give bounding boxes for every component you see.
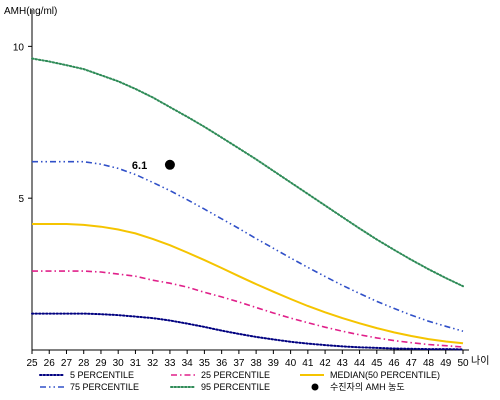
x-tick-label: 25 [26,358,38,369]
x-tick-label: 42 [320,358,332,369]
x-tick-label: 28 [78,358,90,369]
x-tick-label: 32 [147,358,159,369]
legend-item-4: 75 PERCENTILE [40,382,139,392]
x-tick-label: 49 [440,358,452,369]
axes: AMH(ng/ml) 나이 5 10 25 26 27 28 29 30 31 32 33 34 35 36 3… [4,6,489,369]
patient-amh-point [164,159,175,170]
series-line-75-percentile [32,160,464,332]
legend-label: 75 PERCENTILE [70,382,139,392]
legend-label: 25 PERCENTILE [201,370,270,380]
legend-item-2: 25 PERCENTILE [171,370,270,380]
series-line-5-percentile [31,312,464,351]
legend-item-5: 95 PERCENTILE [170,382,270,392]
x-tick-label: 44 [354,358,366,369]
y-tick-label: 5 [18,194,24,205]
points-layer: 6.1 [132,159,175,172]
series-line-95-percentile [31,57,464,288]
y-axis-title: AMH(ng/ml) [4,6,57,17]
x-tick-label: 29 [95,358,107,369]
x-tick-label: 36 [216,358,228,369]
x-tick-label: 34 [182,358,194,369]
legend-label: 수진자의 AMH 농도 [330,382,405,392]
x-axis-title: 나이 [471,355,489,367]
x-tick-label: 39 [268,358,280,369]
patient-amh-value-label: 6.1 [132,160,147,172]
legend-label: 5 PERCENTILE [70,370,134,380]
x-tick-label: 37 [233,358,245,369]
x-tick-label: 48 [423,358,435,369]
series-layer [31,57,464,351]
x-tick-label: 46 [388,358,400,369]
x-tick-label: 27 [61,358,73,369]
x-tick-label: 38 [251,358,263,369]
x-tick-label: 43 [337,358,349,369]
legend: 5 PERCENTILE 25 PERCENTILE MEDIAN(50 PERCE… [39,370,440,392]
series-line-median-50-percentile [32,223,464,345]
x-tick-label: 40 [285,358,297,369]
series-line-25-percentile [32,270,464,348]
legend-item-3: MEDIAN(50 PERCENTILE) [300,370,440,380]
x-tick-label: 33 [164,358,176,369]
legend-swatch-marker [311,383,319,391]
legend-label: MEDIAN(50 PERCENTILE) [330,370,440,380]
x-tick-label: 45 [371,358,383,369]
y-tick-label: 10 [13,42,25,53]
x-tick-label: 47 [406,358,418,369]
legend-label: 95 PERCENTILE [201,382,270,392]
legend-item-1: 5 PERCENTILE [39,370,134,380]
x-tick-label: 35 [199,358,211,369]
x-tick-label: 41 [302,358,314,369]
x-tick-label: 50 [457,358,469,369]
x-tick-label: 26 [44,358,56,369]
x-tick-label: 30 [113,358,125,369]
legend-item-6: 수진자의 AMH 농도 [311,382,405,392]
x-tick-label: 31 [130,358,142,369]
